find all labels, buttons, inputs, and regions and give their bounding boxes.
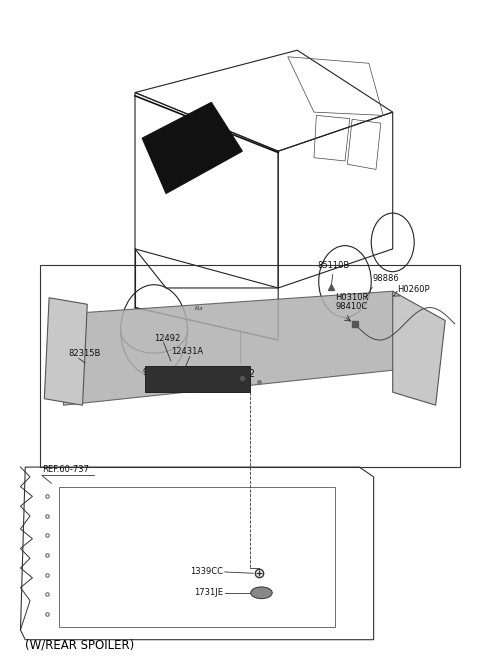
Polygon shape (63, 291, 431, 405)
Text: 12492: 12492 (154, 334, 180, 342)
Ellipse shape (251, 587, 272, 599)
Polygon shape (144, 366, 250, 392)
Text: 98410C: 98410C (336, 302, 368, 312)
Polygon shape (393, 291, 445, 405)
Text: 82315B: 82315B (68, 350, 101, 358)
Text: (W/REAR SPOILER): (W/REAR SPOILER) (25, 638, 134, 651)
Text: 1249BE: 1249BE (173, 384, 205, 394)
Text: H0260P: H0260P (397, 285, 430, 294)
Text: 85110B: 85110B (317, 261, 349, 270)
Text: Kia: Kia (195, 306, 204, 312)
Bar (39, 265, 459, 467)
Text: 87212: 87212 (225, 369, 255, 379)
Polygon shape (44, 298, 87, 405)
Text: 12431A: 12431A (171, 348, 203, 356)
Text: 1731JE: 1731JE (194, 588, 223, 597)
Polygon shape (142, 102, 242, 194)
Text: H0310R: H0310R (336, 293, 369, 302)
Text: 98886: 98886 (372, 274, 399, 283)
Text: 92750A: 92750A (142, 367, 174, 377)
Text: 1339CC: 1339CC (190, 567, 223, 576)
Text: REF.60-737: REF.60-737 (42, 465, 89, 474)
